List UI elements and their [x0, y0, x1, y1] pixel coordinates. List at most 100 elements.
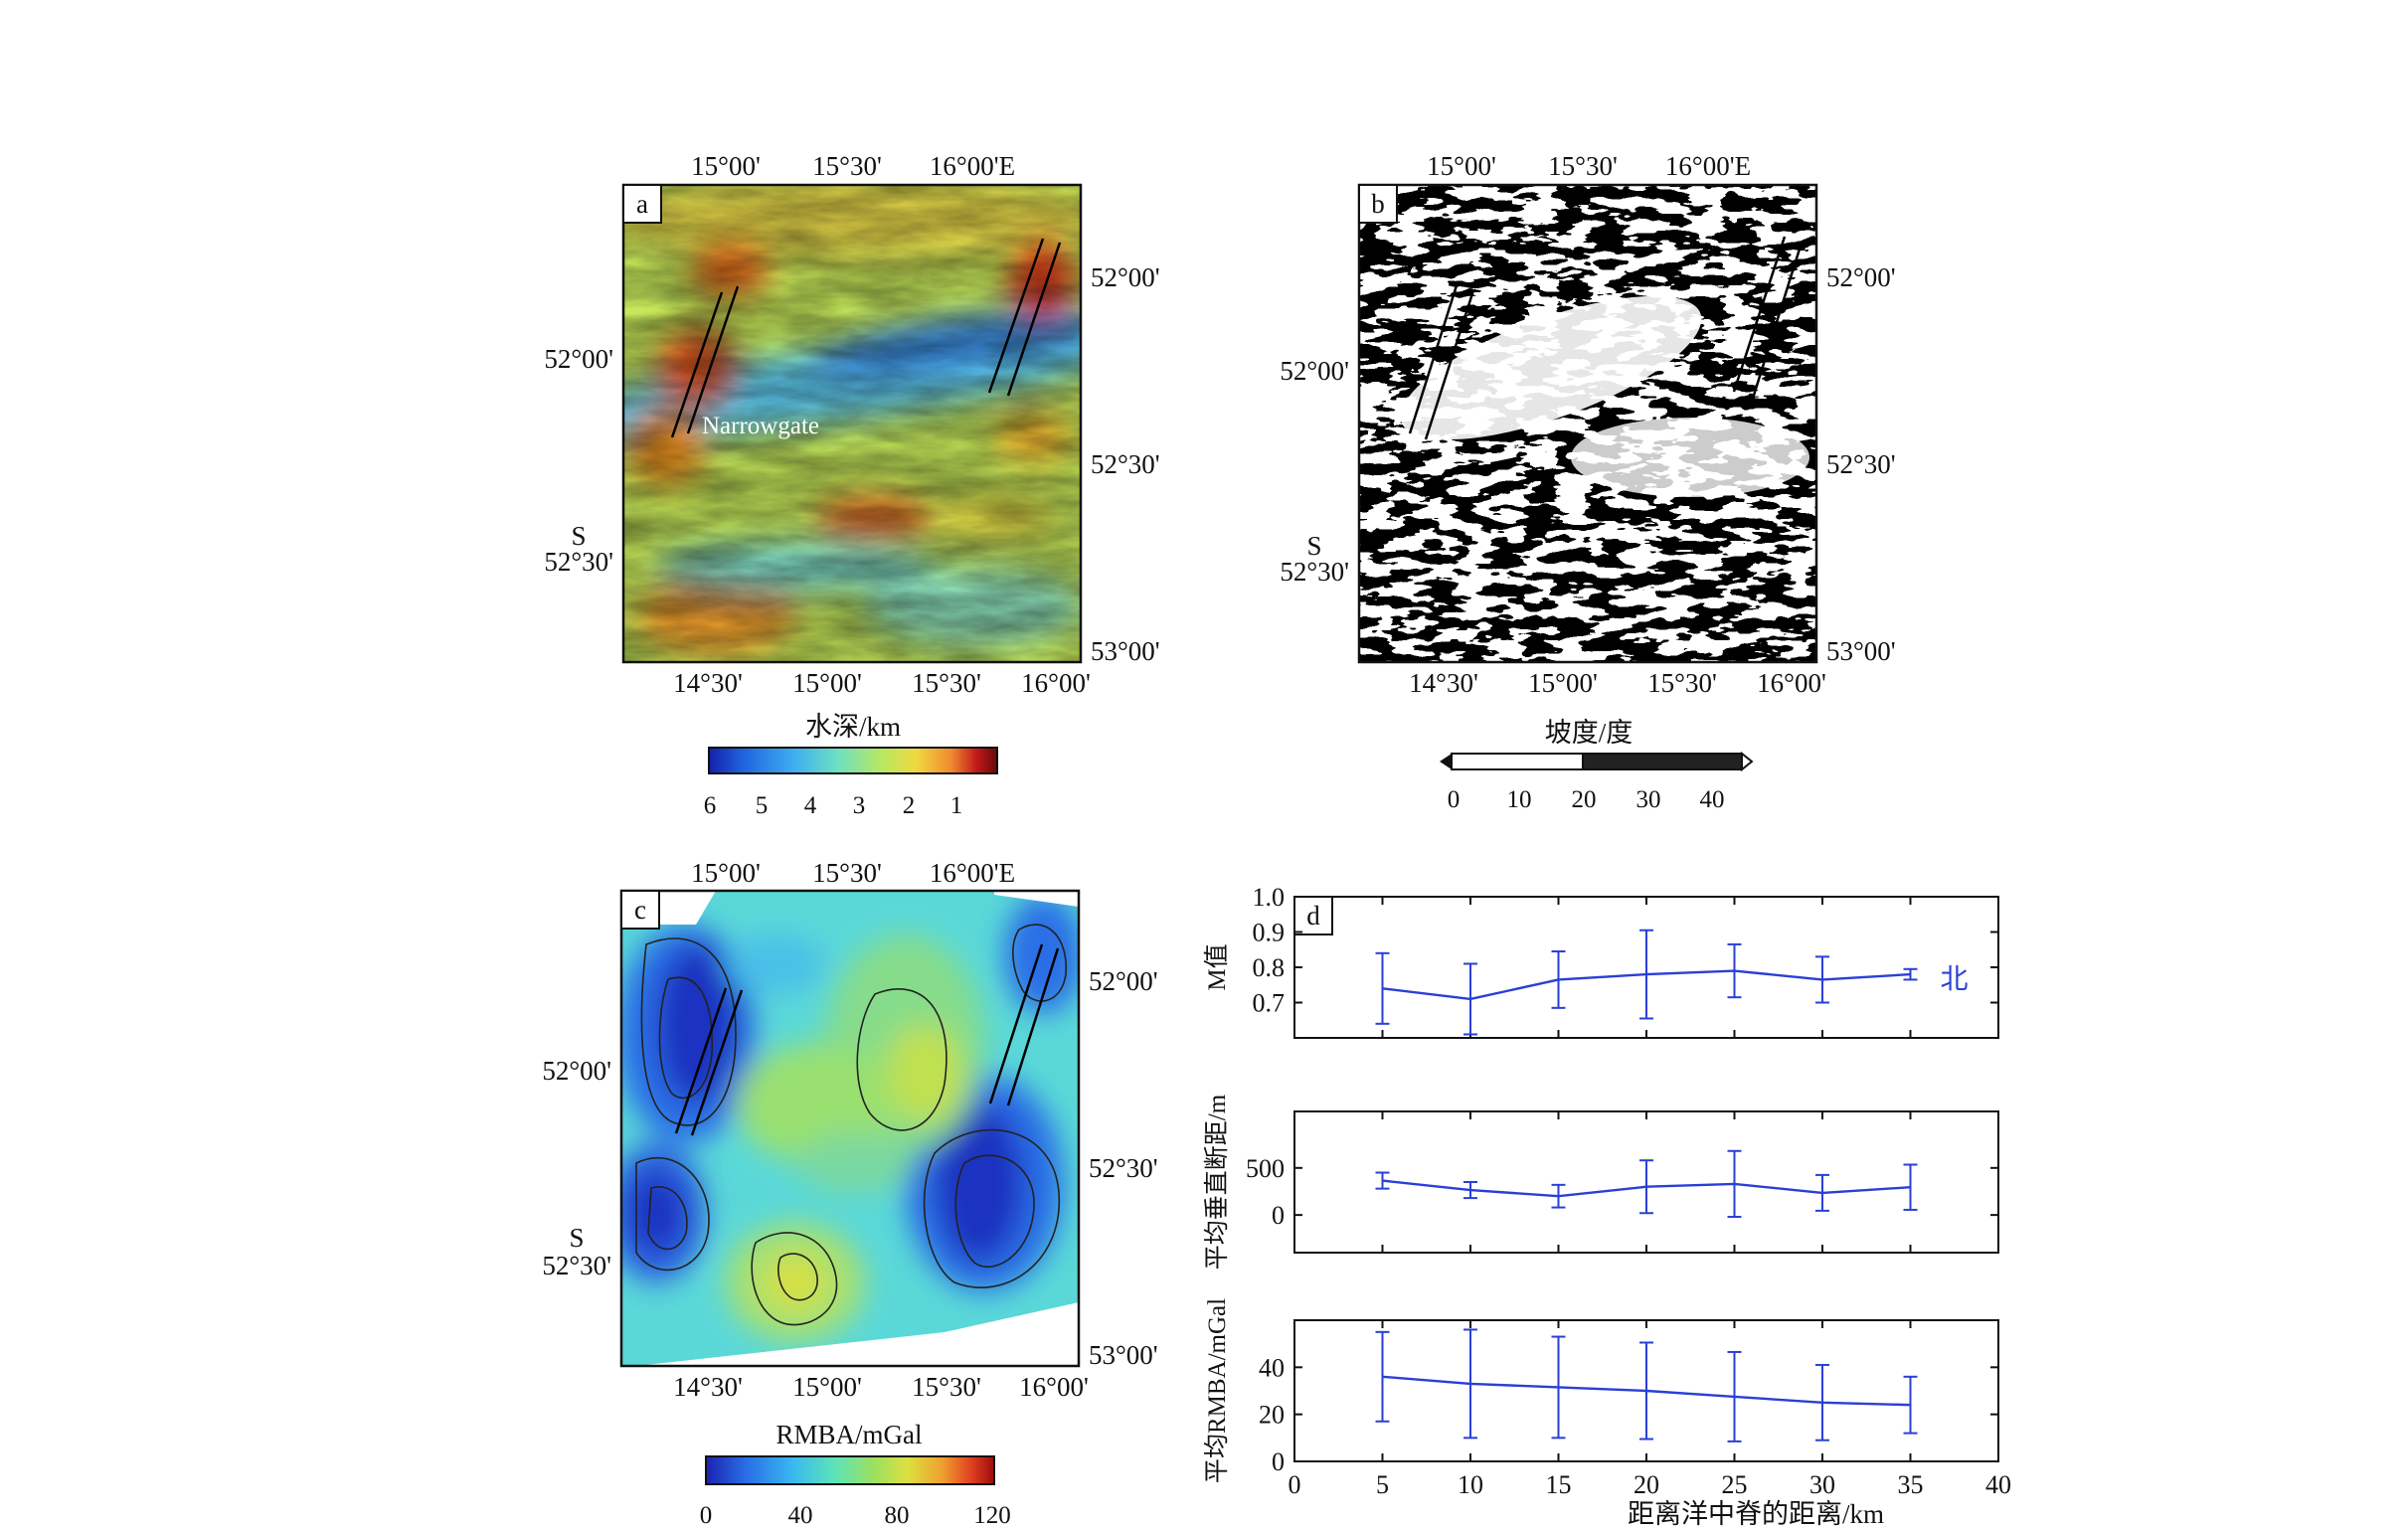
- c-top-tick: 16°00'E: [930, 858, 1015, 888]
- b-right-tick: 52°30': [1826, 449, 1896, 479]
- a-left-tick: 52°30': [544, 547, 613, 577]
- a-bottom-tick: 14°30': [673, 668, 743, 698]
- x-tick-label: 0: [1289, 1470, 1301, 1499]
- rmba-colorbar-tick: 40: [788, 1502, 813, 1529]
- panel-a-label-box: [622, 184, 662, 224]
- a-right-tick: 53°00': [1091, 636, 1160, 666]
- b-top-tick: 15°00': [1427, 151, 1496, 181]
- y-tick-label: 0.9: [1253, 919, 1286, 947]
- c-top-tick: 15°30': [812, 858, 882, 888]
- b-top-tick: 16°00'E: [1665, 151, 1751, 181]
- panel-d-letter: d: [1306, 901, 1320, 931]
- bathymetry-colorbar-tick: 3: [853, 792, 866, 819]
- panel-b-fault-lines: [1408, 236, 1804, 440]
- bathymetry-colorbar-tick: 6: [704, 792, 717, 819]
- a-bottom-tick: 15°00': [792, 668, 862, 698]
- slope-colorbar-title: 坡度/度: [1545, 718, 1634, 748]
- x-tick-label: 35: [1898, 1470, 1924, 1499]
- panel-c-frame: [619, 889, 1081, 1368]
- x-tick-label: 25: [1722, 1470, 1748, 1499]
- c-bottom-tick: 15°30': [912, 1372, 981, 1402]
- panel-c: c 15°00' 15°30' 16°00'E 14°30' 15°00' 15…: [542, 858, 1157, 1529]
- a-right-tick: 52°00': [1091, 262, 1160, 292]
- y-axis-label: 平均垂直断距/m: [1203, 1094, 1231, 1270]
- c-right-tick: 52°00': [1089, 966, 1158, 996]
- series-line: [1382, 1375, 1911, 1407]
- y-axis-label: 平均RMBA/mGal: [1203, 1298, 1231, 1483]
- panel-a: a Narrowgate 15°00' 15°30' 16°00'E 14°30…: [544, 151, 1159, 819]
- bathymetry-colorbar: [708, 747, 998, 774]
- b-left-tick: 52°00': [1280, 356, 1349, 386]
- b-bottom-tick: 14°30': [1409, 668, 1478, 698]
- a-top-tick: 15°00': [691, 151, 761, 181]
- a-top-tick: 15°30': [812, 151, 882, 181]
- b-bottom-tick: 15°00': [1528, 668, 1598, 698]
- panel-c-label-box: [620, 890, 660, 930]
- y-tick-label: 0.8: [1253, 953, 1286, 982]
- rmba-colorbar-tick: 0: [700, 1502, 713, 1529]
- north-annotation: 北: [1941, 964, 1969, 995]
- c-bottom-tick: 16°00': [1019, 1372, 1089, 1402]
- x-tick-label: 20: [1634, 1470, 1659, 1499]
- panel-b-letter: b: [1371, 189, 1385, 219]
- m-value-chart: 1.0 0.9 0.8 0.7 M值 北: [1203, 883, 1999, 1039]
- c-left-tick: 52°30': [542, 1251, 611, 1280]
- mean-rmba-chart: 40 20 0 平均RMBA/mGal 0 5 10 15 20 25 30 35 40: [1203, 1298, 2011, 1499]
- b-bottom-tick: 15°30': [1647, 668, 1717, 698]
- c-left-tick: 52°00': [542, 1056, 611, 1086]
- b-right-tick: 52°00': [1826, 262, 1896, 292]
- b-right-tick: 53°00': [1826, 636, 1896, 666]
- bathymetry-colorbar-tick: 2: [903, 792, 916, 819]
- y-tick-label: 0: [1272, 1201, 1285, 1230]
- a-top-tick: 16°00'E: [930, 151, 1015, 181]
- c-right-tick: 52°30': [1089, 1153, 1158, 1183]
- bathymetry-map: [623, 185, 1081, 662]
- rmba-colorbar: [705, 1455, 995, 1485]
- y-tick-label: 0: [1272, 1447, 1285, 1476]
- y-tick-label: 1.0: [1253, 883, 1286, 912]
- slope-colorbar: [1440, 751, 1754, 772]
- c-top-tick: 15°00': [691, 858, 761, 888]
- bathymetry-colorbar-title: 水深/km: [805, 712, 901, 742]
- panel-c-fault-lines: [674, 943, 1060, 1136]
- vertical-throw-chart: 500 0 平均垂直断距/m: [1203, 1094, 1999, 1270]
- a-left-tick: 52°00': [544, 344, 613, 374]
- b-top-tick: 15°30': [1548, 151, 1618, 181]
- panel-a-frame: [621, 183, 1083, 664]
- rmba-contours: [635, 924, 1067, 1326]
- a-left-tick: S: [571, 521, 586, 551]
- c-bottom-tick: 14°30': [673, 1372, 743, 1402]
- c-right-tick: 53°00': [1089, 1340, 1158, 1370]
- series-line: [1382, 1179, 1911, 1198]
- y-tick-label: 500: [1246, 1154, 1285, 1183]
- bathymetry-colorbar-tick: 4: [804, 792, 817, 819]
- x-tick-label: 40: [1985, 1470, 2011, 1499]
- x-tick-label: 10: [1458, 1470, 1483, 1499]
- slope-colorbar-tick: 0: [1448, 786, 1461, 813]
- rmba-colorbar-tick: 80: [885, 1502, 910, 1529]
- panel-a-fault-lines: [670, 238, 1062, 438]
- c-bottom-tick: 15°00': [792, 1372, 862, 1402]
- y-tick-label: 0.7: [1253, 989, 1286, 1018]
- slope-colorbar-tick: 30: [1636, 786, 1661, 813]
- y-tick-label: 40: [1259, 1353, 1285, 1382]
- a-bottom-tick: 16°00': [1021, 668, 1091, 698]
- rmba-colorbar-title: RMBA/mGal: [775, 1420, 922, 1449]
- rmba-map: [621, 891, 1079, 1366]
- x-tick-label: 5: [1376, 1470, 1389, 1499]
- slope-colorbar-tick: 20: [1572, 786, 1597, 813]
- slope-colorbar-tick: 40: [1700, 786, 1725, 813]
- c-left-tick: S: [569, 1223, 584, 1253]
- bathymetry-colorbar-tick: 5: [756, 792, 769, 819]
- b-left-tick: S: [1306, 531, 1321, 561]
- a-bottom-tick: 15°30': [912, 668, 981, 698]
- slope-colorbar-tick: 10: [1507, 786, 1532, 813]
- x-tick-label: 30: [1809, 1470, 1835, 1499]
- narrowgate-label: Narrowgate: [702, 413, 819, 439]
- panel-b-frame: [1357, 183, 1818, 664]
- panel-b-label-box: [1358, 184, 1398, 224]
- a-right-tick: 52°30': [1091, 449, 1160, 479]
- panel-a-letter: a: [636, 189, 648, 219]
- distance-axis-label: 距离洋中脊的距离/km: [1628, 1499, 1884, 1529]
